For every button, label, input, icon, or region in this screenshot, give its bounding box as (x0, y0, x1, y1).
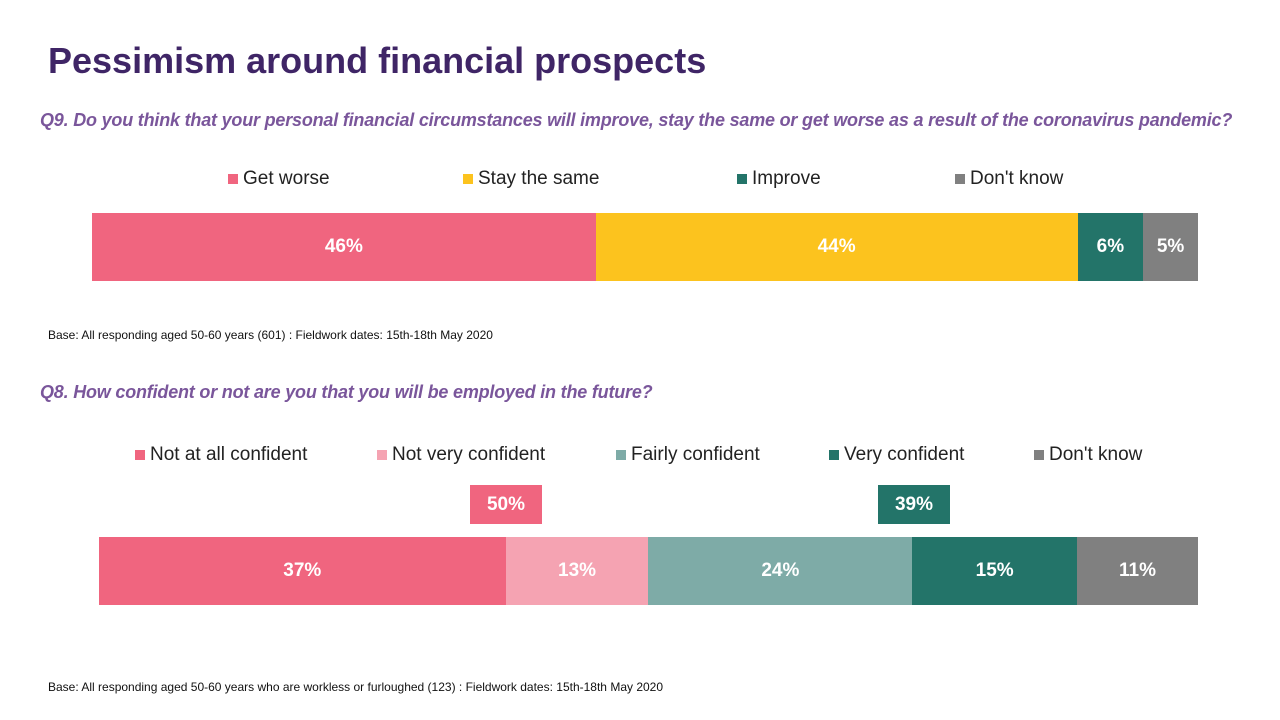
legend-label: Very confident (844, 444, 965, 465)
legend-label: Fairly confident (631, 444, 760, 465)
legend-item-stay-the-same: Stay the same (463, 168, 599, 190)
legend-swatch (955, 174, 965, 184)
bar-segment-fairly-confident: 24% (648, 537, 913, 605)
q8-net-not-confident-callout: 50% (470, 485, 542, 524)
bar-segment-stay-the-same: 44% (595, 213, 1078, 281)
q9-legend: Get worse Stay the same Improve Don't know (0, 168, 1280, 194)
q8-stacked-bar: 37% 13% 24% 15% 11% (99, 537, 1198, 605)
legend-swatch (829, 450, 839, 460)
q8-question: Q8. How confident or not are you that yo… (40, 382, 653, 402)
legend-swatch (463, 174, 473, 184)
legend-swatch (737, 174, 747, 184)
legend-swatch (616, 450, 626, 460)
legend-item-don-t-know: Don't know (955, 168, 1063, 190)
legend-item-fairly-confident: Fairly confident (616, 444, 760, 466)
bar-segment-not-very-confident: 13% (505, 537, 649, 605)
bar-segment-very-confident: 15% (912, 537, 1078, 605)
legend-swatch (1034, 450, 1044, 460)
legend-label: Not at all confident (150, 444, 308, 465)
q9-stacked-bar: 46% 44% 6% 5% (92, 213, 1198, 281)
legend-label: Get worse (243, 168, 330, 189)
bar-segment-don-t-know: 11% (1077, 537, 1198, 605)
legend-item-improve: Improve (737, 168, 821, 190)
q8-net-confident-callout: 39% (878, 485, 950, 524)
legend-swatch (377, 450, 387, 460)
legend-label: Don't know (1049, 444, 1143, 465)
bar-segment-don-t-know: 5% (1143, 213, 1198, 281)
legend-item-get-worse: Get worse (228, 168, 330, 190)
q8-base-note: Base: All responding aged 50-60 years wh… (48, 680, 664, 694)
q9-base-note: Base: All responding aged 50-60 years (6… (48, 328, 493, 342)
q8-legend: Not at all confident Not very confident Fa… (0, 444, 1280, 470)
legend-item-not-very-confident: Not very confident (377, 444, 545, 466)
legend-label: Stay the same (478, 168, 600, 189)
legend-item-not-at-all-confident: Not at all confident (135, 444, 307, 466)
legend-item-very-confident: Very confident (829, 444, 964, 466)
legend-item-don-t-know: Don't know (1034, 444, 1142, 466)
legend-label: Not very confident (392, 444, 546, 465)
page-title: Pessimism around financial prospects (48, 40, 707, 81)
q9-question: Q9. Do you think that your personal fina… (40, 110, 1233, 130)
legend-label: Improve (752, 168, 821, 189)
bar-segment-not-at-all-confident: 37% (99, 537, 506, 605)
legend-label: Don't know (970, 168, 1064, 189)
legend-swatch (228, 174, 238, 184)
bar-segment-improve: 6% (1077, 213, 1144, 281)
legend-swatch (135, 450, 145, 460)
bar-segment-get-worse: 46% (92, 213, 596, 281)
